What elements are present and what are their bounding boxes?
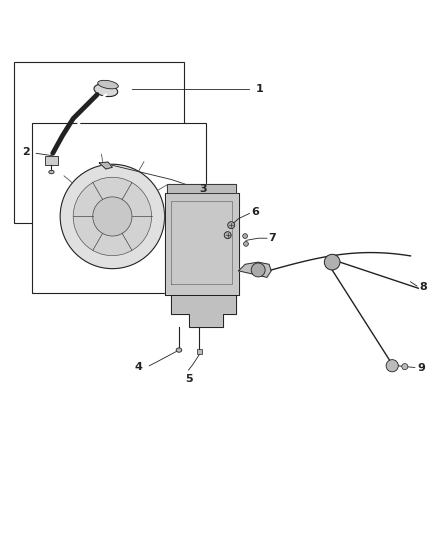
Polygon shape [99,162,113,169]
Ellipse shape [176,348,182,352]
Text: 1: 1 [256,84,264,94]
Polygon shape [171,295,237,327]
Ellipse shape [224,232,231,239]
Text: 9: 9 [417,364,425,373]
Circle shape [93,197,132,236]
Circle shape [324,254,340,270]
Text: 4: 4 [135,362,143,373]
Text: 8: 8 [419,282,427,293]
Polygon shape [239,262,271,277]
Polygon shape [165,192,239,295]
Bar [32,123,206,293]
Text: 7: 7 [268,233,276,243]
Text: 5: 5 [186,375,193,384]
Text: 2: 2 [22,148,30,157]
Text: 6: 6 [251,207,259,217]
Ellipse shape [49,171,54,174]
Bar [46,156,57,165]
Circle shape [73,177,152,256]
Ellipse shape [98,80,118,89]
Circle shape [402,364,408,370]
Polygon shape [167,184,237,192]
Ellipse shape [244,241,248,246]
Circle shape [60,164,165,269]
Circle shape [386,360,398,372]
Bar [197,349,202,354]
Ellipse shape [94,84,118,96]
Ellipse shape [228,222,235,229]
Bar [14,62,184,223]
Ellipse shape [243,233,247,238]
Text: 3: 3 [199,184,207,194]
Circle shape [251,263,265,277]
